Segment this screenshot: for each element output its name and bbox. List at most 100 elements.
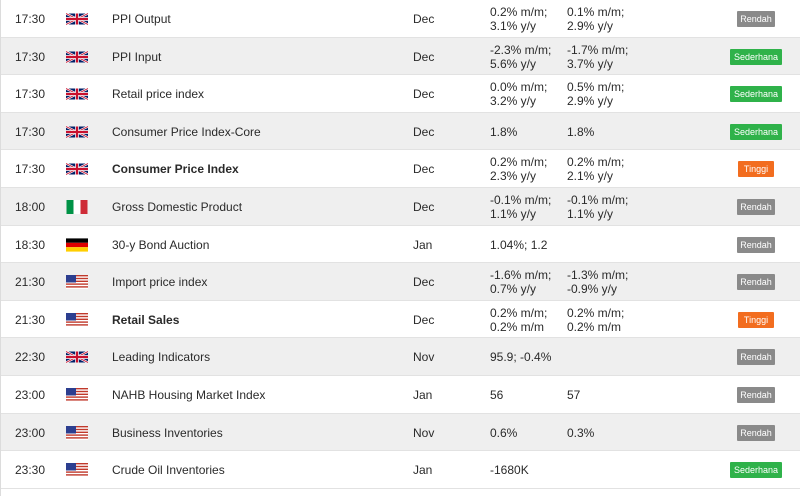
- us-flag-icon: [66, 275, 88, 289]
- uk-flag-icon: [66, 162, 88, 176]
- table-row[interactable]: 23:00 NAHB Housing Market Index Jan 56 57 Ren…: [1, 376, 800, 414]
- event-name[interactable]: Consumer Price Index-Core: [112, 125, 261, 139]
- event-name[interactable]: Consumer Price Index: [112, 162, 239, 176]
- actual-value: 1.8%: [490, 125, 518, 139]
- event-time: 23:30: [15, 463, 46, 477]
- event-period: Dec: [413, 125, 435, 139]
- actual-value: 0.0% m/m; 3.2% y/y: [490, 80, 548, 108]
- uk-flag-icon: [66, 350, 88, 364]
- uk-flag-icon: [66, 125, 88, 139]
- forecast-value: 0.2% m/m; 0.2% m/m: [567, 306, 625, 334]
- actual-value: -1680K: [490, 463, 529, 477]
- event-time: 22:30: [15, 350, 46, 364]
- table-row[interactable]: 23:00 Business Inventories Nov 0.6% 0.3% Rend…: [1, 414, 800, 451]
- event-name[interactable]: PPI Input: [112, 50, 162, 64]
- event-name[interactable]: Business Inventories: [112, 426, 223, 440]
- forecast-value: -0.1% m/m; 1.1% y/y: [567, 193, 629, 221]
- event-period: Dec: [413, 275, 435, 289]
- forecast-value: 57: [567, 388, 581, 402]
- table-row[interactable]: 22:30 Leading Indicators Nov 95.9; -0.4% Ren…: [1, 338, 800, 376]
- table-row[interactable]: 17:30 Consumer Price Index-Core Dec 1.8% 1.8…: [1, 113, 800, 150]
- event-time: 23:00: [15, 426, 46, 440]
- impact-badge: Rendah: [737, 387, 775, 403]
- actual-value: 0.2% m/m; 3.1% y/y: [490, 5, 548, 33]
- us-flag-icon: [66, 426, 88, 440]
- event-time: 23:00: [15, 388, 46, 402]
- table-row[interactable]: 17:30 PPI Input Dec -2.3% m/m; 5.6% y/y -1.7%…: [1, 38, 800, 75]
- event-period: Nov: [413, 426, 435, 440]
- event-time: 17:30: [15, 12, 46, 26]
- event-period: Jan: [413, 463, 433, 477]
- event-name[interactable]: Crude Oil Inventories: [112, 463, 225, 477]
- event-time: 21:30: [15, 313, 46, 327]
- impact-badge: Rendah: [737, 349, 775, 365]
- event-name[interactable]: Import price index: [112, 275, 208, 289]
- actual-value: 95.9; -0.4%: [490, 350, 552, 364]
- event-time: 18:30: [15, 238, 46, 252]
- table-row[interactable]: 23:30 Crude Oil Inventories Jan -1680K Seder…: [1, 451, 800, 489]
- event-period: Jan: [413, 388, 433, 402]
- event-name[interactable]: Retail Sales: [112, 313, 180, 327]
- event-time: 18:00: [15, 200, 46, 214]
- uk-flag-icon: [66, 50, 88, 64]
- forecast-value: 0.2% m/m; 2.1% y/y: [567, 155, 625, 183]
- forecast-value: 0.1% m/m; 2.9% y/y: [567, 5, 625, 33]
- event-name[interactable]: PPI Output: [112, 12, 171, 26]
- impact-badge: Rendah: [737, 237, 775, 253]
- table-row[interactable]: 17:30 Consumer Price Index Dec 0.2% m/m; 2.3…: [1, 150, 800, 188]
- italy-flag-icon: [66, 200, 88, 214]
- event-name[interactable]: Leading Indicators: [112, 350, 211, 364]
- event-period: Dec: [413, 87, 435, 101]
- forecast-value: 0.5% m/m; 2.9% y/y: [567, 80, 625, 108]
- table-row[interactable]: 21:30 Import price index Dec -1.6% m/m; 0.7%…: [1, 263, 800, 301]
- impact-badge: Rendah: [737, 11, 775, 27]
- event-time: 17:30: [15, 50, 46, 64]
- event-period: Jan: [413, 238, 433, 252]
- event-name[interactable]: Retail price index: [112, 87, 205, 101]
- event-name[interactable]: NAHB Housing Market Index: [112, 388, 266, 402]
- event-time: 17:30: [15, 87, 46, 101]
- event-time: 17:30: [15, 162, 46, 176]
- impact-badge: Tinggi: [738, 312, 774, 328]
- impact-badge: Sederhana: [730, 124, 782, 140]
- forecast-value: 1.8%: [567, 125, 595, 139]
- impact-badge: Tinggi: [738, 161, 774, 177]
- table-row[interactable]: 21:30 Retail Sales Dec 0.2% m/m; 0.2% m/m 0.2…: [1, 301, 800, 338]
- event-period: Nov: [413, 350, 435, 364]
- forecast-value: -1.3% m/m; -0.9% y/y: [567, 268, 629, 296]
- actual-value: 0.6%: [490, 426, 518, 440]
- forecast-value: -1.7% m/m; 3.7% y/y: [567, 43, 629, 71]
- impact-badge: Rendah: [737, 274, 775, 290]
- event-period: Dec: [413, 200, 435, 214]
- actual-value: -0.1% m/m; 1.1% y/y: [490, 193, 552, 221]
- impact-badge: Sederhana: [730, 462, 782, 478]
- event-period: Dec: [413, 162, 435, 176]
- event-period: Dec: [413, 313, 435, 327]
- actual-value: 1.04%; 1.2: [490, 238, 548, 252]
- us-flag-icon: [66, 313, 88, 327]
- event-time: 17:30: [15, 125, 46, 139]
- event-time: 21:30: [15, 275, 46, 289]
- actual-value: 0.2% m/m; 0.2% m/m: [490, 306, 548, 334]
- event-name[interactable]: Gross Domestic Product: [112, 200, 243, 214]
- impact-badge: Rendah: [737, 199, 775, 215]
- actual-value: -1.6% m/m; 0.7% y/y: [490, 268, 552, 296]
- impact-badge: Rendah: [737, 425, 775, 441]
- uk-flag-icon: [66, 12, 88, 26]
- event-period: Dec: [413, 50, 435, 64]
- us-flag-icon: [66, 388, 88, 402]
- table-row[interactable]: 18:00 Gross Domestic Product Dec -0.1% m/m;…: [1, 188, 800, 226]
- event-name[interactable]: 30-y Bond Auction: [112, 238, 210, 252]
- table-row[interactable]: 18:30 30-y Bond Auction Jan 1.04%; 1.2 Renda…: [1, 226, 800, 263]
- us-flag-icon: [66, 463, 88, 477]
- event-period: Dec: [413, 12, 435, 26]
- germany-flag-icon: [66, 238, 88, 252]
- uk-flag-icon: [66, 87, 88, 101]
- table-row[interactable]: 17:30 Retail price index Dec 0.0% m/m; 3.2% …: [1, 75, 800, 113]
- actual-value: 56: [490, 388, 504, 402]
- impact-badge: Sederhana: [730, 49, 782, 65]
- actual-value: 0.2% m/m; 2.3% y/y: [490, 155, 548, 183]
- actual-value: -2.3% m/m; 5.6% y/y: [490, 43, 552, 71]
- table-row[interactable]: 17:30 PPI Output Dec 0.2% m/m; 3.1% y/y 0.1% …: [1, 0, 800, 38]
